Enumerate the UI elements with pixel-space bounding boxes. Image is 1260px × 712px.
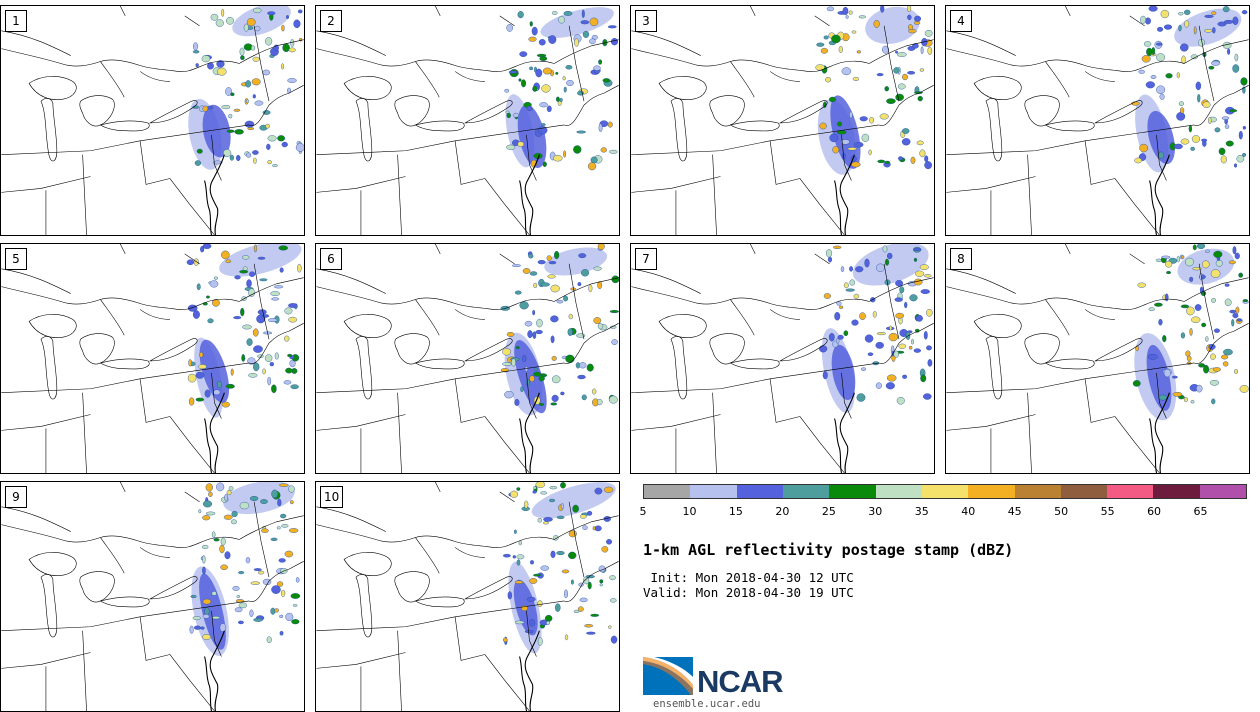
member-label: 7 <box>635 248 657 270</box>
reflectivity-map <box>316 244 619 473</box>
colorbar-segment <box>736 485 783 498</box>
colorbar-segment <box>921 485 969 498</box>
postage-stamp-panel-7: 7 <box>630 243 935 474</box>
colorbar-tick-label: 15 <box>728 505 743 518</box>
valid-time: Valid: Mon 2018-04-30 19 UTC <box>643 585 854 600</box>
reflectivity-map <box>316 6 619 235</box>
colorbar-tick-label: 10 <box>682 505 697 518</box>
postage-stamp-panel-3: 3 <box>630 5 935 236</box>
colorbar-tick-label: 25 <box>821 505 836 518</box>
colorbar-segment <box>829 485 876 498</box>
colorbar-tick-label: 55 <box>1100 505 1115 518</box>
colorbar-tick-label: 40 <box>961 505 976 518</box>
reflectivity-map <box>946 244 1249 473</box>
colorbar-segment <box>1060 485 1108 498</box>
reflectivity-map <box>631 244 934 473</box>
colorbar-segment <box>1153 485 1200 498</box>
reflectivity-map <box>316 482 619 711</box>
reflectivity-colorbar <box>643 484 1247 499</box>
member-label: 3 <box>635 10 657 32</box>
colorbar-tick-label: 30 <box>868 505 883 518</box>
colorbar-segment <box>1014 485 1061 498</box>
colorbar-segment <box>875 485 922 498</box>
postage-stamp-panel-5: 5 <box>0 243 305 474</box>
ncar-logo-icon <box>643 655 693 695</box>
member-label: 5 <box>5 248 27 270</box>
reflectivity-map <box>631 6 934 235</box>
colorbar-tick-label: 50 <box>1054 505 1069 518</box>
colorbar-segment <box>968 485 1015 498</box>
colorbar-segment <box>644 485 691 498</box>
colorbar-segment <box>690 485 737 498</box>
colorbar-tick-label: 20 <box>775 505 790 518</box>
colorbar-tick-label: 60 <box>1147 505 1162 518</box>
colorbar-tick-label: 65 <box>1193 505 1208 518</box>
member-label: 6 <box>320 248 342 270</box>
init-time: Init: Mon 2018-04-30 12 UTC <box>643 570 854 585</box>
member-label: 1 <box>5 10 27 32</box>
colorbar-tick-label: 35 <box>914 505 929 518</box>
postage-stamp-panel-9: 9 <box>0 481 305 712</box>
postage-stamp-panel-8: 8 <box>945 243 1250 474</box>
colorbar-segment <box>1199 485 1247 498</box>
member-label: 8 <box>950 248 972 270</box>
colorbar-tick-label: 45 <box>1007 505 1022 518</box>
reflectivity-map <box>1 482 304 711</box>
member-label: 4 <box>950 10 972 32</box>
member-label: 2 <box>320 10 342 32</box>
ncar-wordmark: NCAR <box>697 664 784 699</box>
postage-stamp-panel-6: 6 <box>315 243 620 474</box>
reflectivity-map <box>1 244 304 473</box>
member-label: 9 <box>5 486 27 508</box>
colorbar-tick-label: 5 <box>639 505 647 518</box>
postage-stamp-panel-4: 4 <box>945 5 1250 236</box>
postage-stamp-panel-1: 1 <box>0 5 305 236</box>
member-label: 10 <box>320 486 344 508</box>
postage-stamp-panel-2: 2 <box>315 5 620 236</box>
postage-stamp-panel-10: 10 <box>315 481 620 712</box>
colorbar-segment <box>1107 485 1154 498</box>
colorbar-segment <box>782 485 830 498</box>
reflectivity-map <box>1 6 304 235</box>
reflectivity-map <box>946 6 1249 235</box>
ensemble-url: ensemble.ucar.edu <box>653 698 761 710</box>
plot-title: 1-km AGL reflectivity postage stamp (dBZ… <box>643 541 1014 559</box>
